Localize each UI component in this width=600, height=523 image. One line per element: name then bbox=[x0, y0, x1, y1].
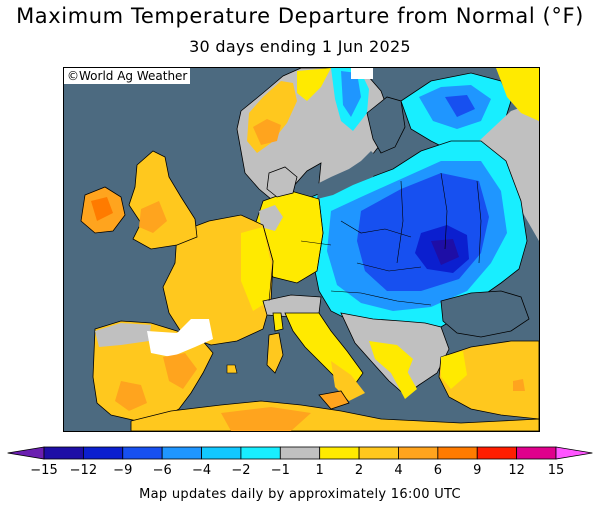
legend-tick-label: −6 bbox=[153, 463, 172, 478]
sardinia bbox=[266, 332, 284, 374]
balearic-islands bbox=[226, 364, 238, 374]
legend-tick-label: −9 bbox=[113, 463, 132, 478]
legend-swatch bbox=[43, 446, 84, 460]
legend-swatch bbox=[358, 446, 399, 460]
legend-swatch bbox=[122, 446, 163, 460]
denmark bbox=[266, 166, 298, 198]
legend-swatch bbox=[319, 446, 360, 460]
legend-swatch bbox=[437, 446, 478, 460]
greece-yellow bbox=[391, 371, 417, 399]
turkey-yellow-west bbox=[441, 351, 467, 389]
legend-tick-label: 9 bbox=[473, 463, 481, 478]
legend-swatch bbox=[476, 446, 518, 460]
baltic-sea bbox=[317, 151, 379, 199]
legend-swatch bbox=[398, 446, 439, 460]
iberia-orange-south bbox=[115, 381, 147, 411]
northeast-yellow bbox=[496, 68, 539, 121]
gulf-of-bothnia bbox=[366, 96, 406, 154]
legend-tick-label: 4 bbox=[394, 463, 402, 478]
great-britain-orange bbox=[139, 201, 167, 233]
temperature-departure-map bbox=[63, 67, 540, 432]
country-borders bbox=[262, 172, 482, 306]
map-subtitle: 30 days ending 1 Jun 2025 bbox=[189, 37, 411, 56]
legend-tick-label: −2 bbox=[231, 463, 250, 478]
legend-tick-label: −12 bbox=[70, 463, 97, 478]
legend-tick-label: −15 bbox=[30, 463, 57, 478]
north-africa-orange bbox=[221, 407, 311, 431]
map-credit: ©World Ag Weather bbox=[64, 68, 191, 84]
legend-tick-label: −4 bbox=[192, 463, 211, 478]
iberia-no-data bbox=[147, 319, 213, 357]
benelux-gray bbox=[259, 205, 283, 231]
legend-tick-label: 2 bbox=[355, 463, 363, 478]
finland-deep bbox=[445, 95, 475, 117]
legend-swatch bbox=[161, 446, 202, 460]
legend-arrow-high bbox=[555, 446, 593, 460]
map-footer-note: Map updates daily by approximately 16:00… bbox=[139, 487, 461, 502]
color-legend: −15 −12 −9 −6 −4 −2 −1 1 2 4 6 9 12 15 bbox=[7, 446, 593, 478]
iberia-orange bbox=[163, 353, 197, 389]
legend-arrow-low bbox=[7, 446, 45, 460]
legend-tick-label: −1 bbox=[271, 463, 290, 478]
sicily bbox=[318, 390, 350, 410]
legend-tick-label: 1 bbox=[316, 463, 324, 478]
legend-tick-label: 15 bbox=[548, 463, 565, 478]
legend-swatch bbox=[201, 446, 242, 460]
sweden-lightblue bbox=[341, 71, 361, 117]
balkans-yellow bbox=[369, 341, 413, 379]
turkey-orange bbox=[513, 379, 525, 391]
legend-swatch bbox=[240, 446, 281, 460]
corsica bbox=[272, 312, 284, 332]
legend-tick-label: 6 bbox=[434, 463, 442, 478]
legend-swatch bbox=[516, 446, 557, 460]
black-sea bbox=[440, 290, 530, 338]
svalbard-no-data bbox=[351, 68, 373, 79]
norway-yellow-edge bbox=[297, 68, 331, 101]
iberia-gray-north bbox=[95, 323, 151, 347]
legend-swatch bbox=[82, 446, 124, 460]
france-yellow-east bbox=[241, 227, 271, 311]
legend-tick-label: 12 bbox=[508, 463, 525, 478]
ireland-core bbox=[91, 197, 113, 221]
legend-swatch bbox=[279, 446, 321, 460]
cold-core-deepest bbox=[431, 239, 459, 265]
map-title: Maximum Temperature Departure from Norma… bbox=[16, 4, 584, 28]
norway-orange bbox=[253, 119, 281, 145]
